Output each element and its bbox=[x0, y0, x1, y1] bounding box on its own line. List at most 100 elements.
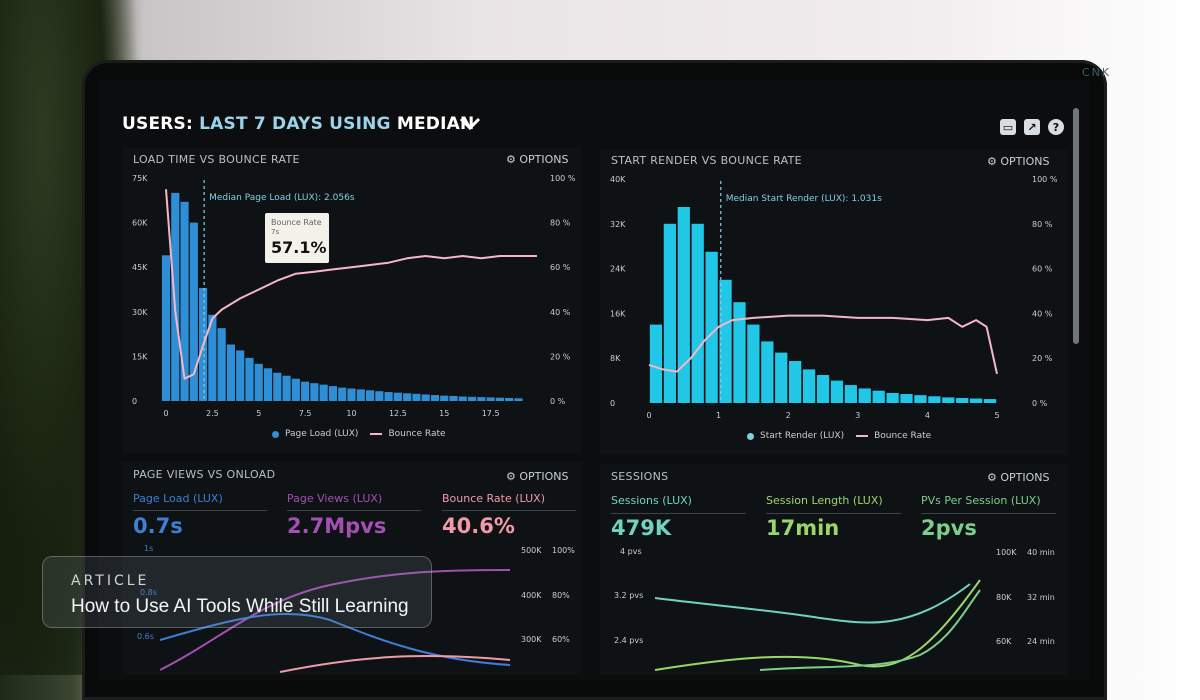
bar bbox=[858, 388, 871, 403]
bar bbox=[412, 393, 421, 401]
legend-marker bbox=[272, 430, 279, 438]
y-tick-right: 100 % bbox=[550, 174, 576, 183]
metric-label-page-views: Page Views (LUX) bbox=[287, 492, 383, 505]
options-button[interactable]: ⚙ OPTIONS bbox=[987, 155, 1050, 168]
y-tick-right: 20 % bbox=[1032, 354, 1053, 363]
bar bbox=[254, 363, 263, 401]
x-tick: 5 bbox=[994, 411, 999, 420]
axis-tick: 400K bbox=[521, 591, 542, 600]
watermark: CNK bbox=[1082, 66, 1112, 79]
chevron-down-icon[interactable] bbox=[459, 117, 481, 131]
metric-label-page-load: Page Load (LUX) bbox=[133, 492, 223, 505]
axis-tick: 40 min bbox=[1027, 548, 1055, 557]
article-headline[interactable]: How to Use AI Tools While Still Learning bbox=[71, 596, 409, 617]
divider bbox=[611, 513, 746, 514]
bar bbox=[226, 344, 236, 401]
bar bbox=[273, 372, 282, 401]
divider bbox=[287, 510, 421, 511]
bar bbox=[649, 324, 663, 403]
article-category: ARTICLE bbox=[71, 573, 150, 589]
bar bbox=[663, 223, 677, 403]
panel-load-bounce bbox=[122, 148, 582, 453]
axis-tick: 0.8s bbox=[140, 588, 157, 597]
help-icon[interactable]: ? bbox=[1048, 119, 1064, 135]
y-tick-left: 8K bbox=[610, 354, 621, 363]
legend-marker bbox=[856, 435, 869, 437]
divider bbox=[133, 510, 267, 511]
bar bbox=[677, 207, 690, 403]
metric-value-page-load: 0.7s bbox=[133, 514, 183, 538]
legend: Start Render (LUX) Bounce Rate bbox=[747, 431, 931, 441]
bar bbox=[319, 384, 328, 401]
divider bbox=[442, 510, 576, 511]
render-bounce-chart: 40K 32K 24K 16K 8K 0 100 % 80 % 60 % 40 % 20 % 0 % 0… bbox=[610, 175, 1058, 420]
legend-series2: Bounce Rate bbox=[388, 429, 446, 439]
bar bbox=[802, 369, 816, 403]
article-overlay[interactable]: ARTICLE How to Use AI Tools While Still … bbox=[42, 556, 432, 628]
bar bbox=[467, 396, 477, 401]
share-icon[interactable]: ↗ bbox=[1024, 119, 1040, 135]
bar bbox=[393, 392, 402, 401]
options-label: OPTIONS bbox=[1000, 155, 1050, 168]
bar bbox=[217, 328, 226, 401]
bar bbox=[477, 397, 486, 401]
options-label: OPTIONS bbox=[1000, 471, 1050, 484]
bar bbox=[872, 390, 885, 403]
bar bbox=[189, 222, 198, 401]
axis-tick: 100% bbox=[552, 546, 575, 555]
bar bbox=[449, 395, 458, 401]
bar bbox=[291, 378, 300, 401]
metric-value-session-length: 17min bbox=[766, 516, 840, 540]
bar bbox=[440, 395, 449, 401]
metric-label-pvs-per-session: PVs Per Session (LUX) bbox=[921, 494, 1041, 507]
metric-value-page-views: 2.7Mpvs bbox=[287, 514, 387, 538]
axis-tick: 80K bbox=[996, 593, 1012, 602]
y-tick-left: 30K bbox=[132, 308, 148, 317]
bar bbox=[347, 388, 356, 401]
y-tick-left: 24K bbox=[610, 265, 626, 274]
options-button[interactable]: ⚙ OPTIONS bbox=[987, 471, 1050, 484]
dashboard-title[interactable]: USERS: LAST 7 DAYS USING MEDIAN bbox=[122, 114, 474, 134]
bar bbox=[942, 397, 955, 403]
metric-value-sessions: 479K bbox=[611, 516, 672, 540]
options-button[interactable]: ⚙ OPTIONS bbox=[506, 470, 569, 483]
x-tick: 0 bbox=[163, 409, 168, 418]
bar bbox=[514, 398, 523, 401]
scrollbar[interactable] bbox=[1073, 108, 1079, 344]
bar bbox=[245, 357, 254, 401]
bar bbox=[328, 386, 338, 401]
legend-series2: Bounce Rate bbox=[874, 431, 932, 441]
bar bbox=[301, 381, 310, 401]
axis-tick: 32 min bbox=[1027, 593, 1055, 602]
x-tick: 10 bbox=[346, 409, 356, 418]
title-prefix: USERS: bbox=[122, 114, 193, 134]
bar bbox=[310, 383, 319, 401]
options-button[interactable]: ⚙ OPTIONS bbox=[506, 153, 569, 166]
y-tick-right: 60 % bbox=[550, 263, 571, 272]
monitor-icon[interactable]: ▭ bbox=[1000, 119, 1016, 135]
bar bbox=[719, 279, 732, 403]
bar bbox=[761, 341, 774, 403]
axis-tick: 500K bbox=[521, 546, 542, 555]
bar bbox=[180, 201, 189, 401]
pageviews-lines bbox=[160, 569, 511, 673]
y-tick-left: 45K bbox=[132, 263, 148, 272]
x-tick: 5 bbox=[256, 409, 261, 418]
legend: Page Load (LUX) Bounce Rate bbox=[272, 429, 446, 439]
metric-label-session-length: Session Length (LUX) bbox=[766, 494, 883, 507]
y-tick-left: 16K bbox=[610, 309, 626, 318]
bar bbox=[338, 387, 347, 401]
panel-title: PAGE VIEWS VS ONLOAD bbox=[133, 468, 276, 481]
bar bbox=[458, 396, 467, 401]
bar bbox=[775, 352, 788, 403]
x-tick: 17.5 bbox=[482, 409, 500, 418]
line-bounce-rate bbox=[279, 655, 511, 673]
axis-tick: 100K bbox=[996, 548, 1017, 557]
legend-series1: Start Render (LUX) bbox=[760, 431, 845, 441]
bar bbox=[236, 350, 245, 401]
axis-tick: 24 min bbox=[1027, 637, 1055, 646]
median-label: Median Page Load (LUX): 2.056s bbox=[209, 193, 355, 203]
line-pvs bbox=[759, 589, 981, 671]
bar bbox=[830, 380, 844, 403]
x-tick: 2 bbox=[786, 411, 791, 420]
